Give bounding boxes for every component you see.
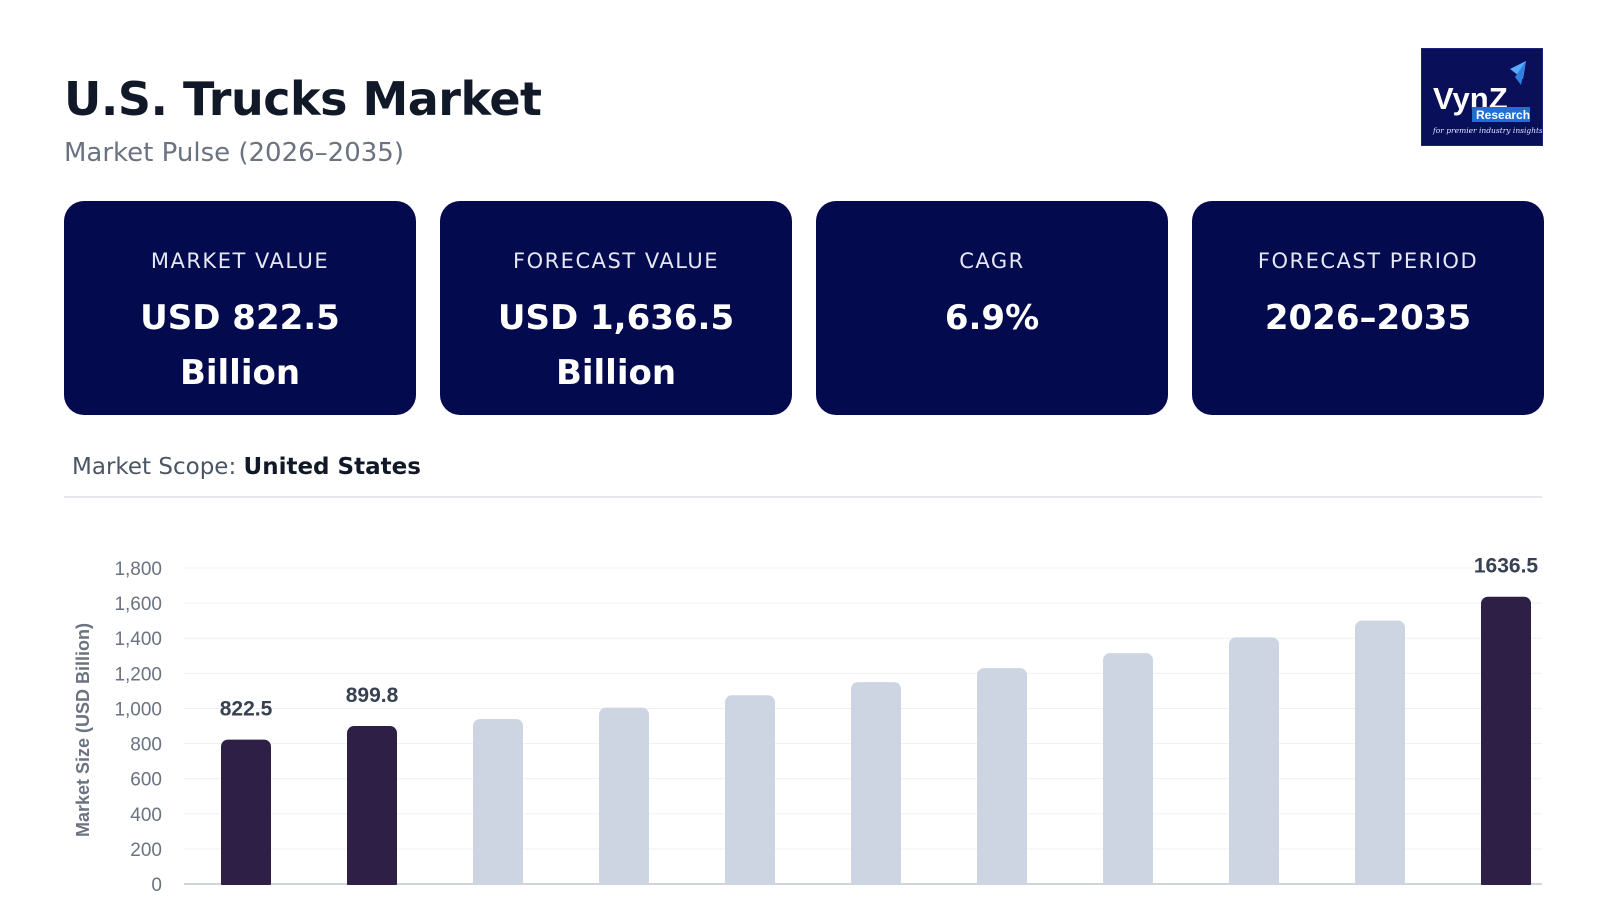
bar (1355, 620, 1405, 890)
logo-sub: Research (1476, 108, 1530, 122)
y-tick-label: 600 (130, 770, 162, 791)
bar (221, 739, 271, 890)
y-tick-label: 400 (130, 805, 162, 826)
axis-mask (184, 885, 1542, 900)
kpi-value: 2026–2035 (1264, 298, 1472, 338)
kpi-label: CAGR (959, 249, 1025, 273)
kpi-card-forecast-value: FORECAST VALUE USD 1,636.5 Billion (440, 201, 792, 415)
page-subtitle: Market Pulse (2026–2035) (64, 138, 404, 168)
bar (599, 707, 649, 890)
kpi-value: 6.9% (944, 298, 1040, 338)
y-tick-label: 1,800 (114, 559, 162, 580)
divider (64, 496, 1542, 498)
vynz-research-logo: VynZ Research for premier industry insig… (1421, 48, 1543, 146)
y-tick-label: 1,000 (114, 699, 162, 720)
logo-tagline: for premier industry insights (1432, 126, 1542, 135)
kpi-card-forecast-period: FORECAST PERIOD 2026–2035 (1192, 201, 1544, 415)
bar (1103, 653, 1153, 890)
data-label: 1636.5 (1474, 555, 1539, 578)
y-tick-label: 1,600 (114, 594, 162, 615)
y-tick-label: 1,400 (114, 629, 162, 650)
y-tick-label: 1,200 (114, 664, 162, 685)
kpi-value: USD 1,636.5 Billion (497, 298, 735, 393)
data-label: 899.8 (346, 684, 399, 707)
y-tick-label: 800 (130, 735, 162, 756)
kpi-card-market-value: MARKET VALUE USD 822.5 Billion (64, 201, 416, 415)
y-tick-label: 0 (151, 875, 162, 896)
kpi-card-cagr: CAGR 6.9% (816, 201, 1168, 415)
bar (977, 668, 1027, 890)
kpi-value: USD 822.5 Billion (140, 298, 340, 393)
bar (473, 718, 523, 890)
bar (1229, 637, 1279, 890)
kpi-label: MARKET VALUE (150, 249, 330, 273)
market-scope-value: United States (243, 454, 421, 480)
data-label: 822.5 (220, 698, 273, 721)
bar (347, 726, 397, 890)
bar (851, 682, 901, 890)
kpi-label: FORECAST VALUE (512, 249, 719, 273)
bar (725, 695, 775, 890)
kpi-cards: MARKET VALUE USD 822.5 Billion FORECAST … (64, 201, 1544, 415)
market-scope-label: Market Scope: (72, 454, 237, 480)
market-scope: Market Scope: United States (72, 454, 421, 480)
page-title: U.S. Trucks Market (64, 72, 542, 126)
bar (1481, 596, 1531, 890)
y-tick-label: 200 (130, 840, 162, 861)
kpi-label: FORECAST PERIOD (1257, 249, 1479, 273)
y-axis-title: Market Size (USD Billion) (73, 623, 93, 837)
